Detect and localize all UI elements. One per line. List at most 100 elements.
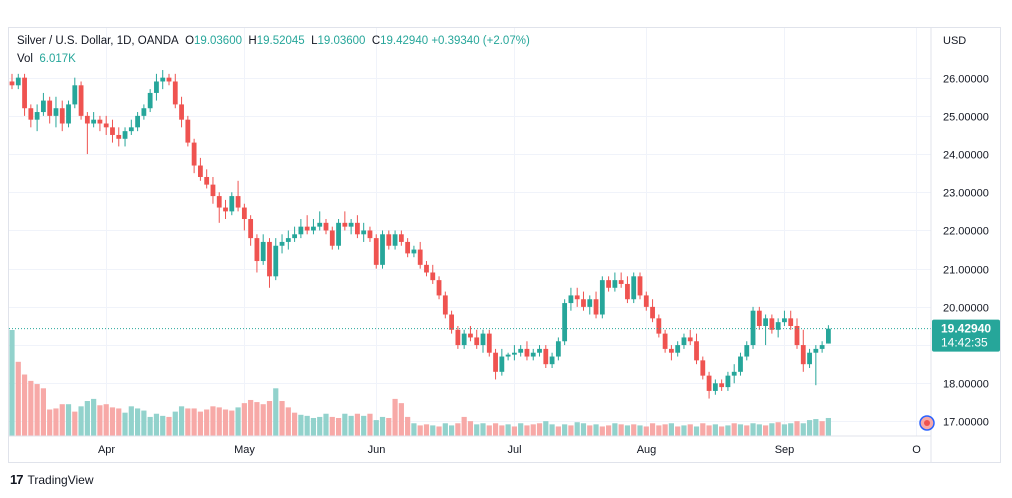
legend-close: 19.42940: [380, 35, 429, 47]
candlestick-chart[interactable]: USD 17.0000018.0000019.0000020.0000021.0…: [9, 28, 1000, 462]
volume-bar: [367, 413, 373, 436]
candle: [66, 100, 71, 128]
time-axis[interactable]: Apr May Jun Jul Aug Sep O: [98, 444, 921, 456]
volume-bar: [555, 426, 561, 436]
volume-bar: [656, 425, 662, 436]
price-tick-label: 24.00000: [943, 150, 989, 162]
candle-body: [103, 123, 109, 128]
volume-bar: [624, 425, 631, 436]
price-axis[interactable]: 17.0000018.0000019.0000020.0000021.00000…: [943, 74, 989, 429]
volume-bar: [486, 425, 492, 436]
legend-high: 19.52045: [256, 35, 305, 47]
candle: [625, 276, 630, 304]
candle-body: [631, 276, 637, 300]
candle: [424, 261, 429, 277]
volume-bar: [235, 407, 241, 436]
price-tag-bg: [932, 319, 1000, 352]
volume-bar: [819, 421, 825, 436]
candle-body: [593, 299, 599, 315]
candle-body: [336, 222, 341, 246]
volume-bar: [599, 426, 605, 436]
candle-body: [361, 230, 367, 235]
volume-bar: [197, 411, 203, 436]
price-tick-label: 23.00000: [943, 188, 989, 200]
candle: [574, 287, 580, 307]
volume-bar: [794, 421, 800, 436]
volume-bar: [317, 416, 323, 436]
candle-body: [738, 356, 743, 372]
volume-bar: [423, 424, 430, 436]
volume-bar: [84, 401, 90, 436]
candle-body: [84, 115, 90, 124]
time-tick-label: O: [912, 444, 921, 456]
candle: [116, 127, 122, 147]
currency-label: USD: [943, 35, 966, 47]
candle-body: [555, 341, 561, 357]
candle-body: [172, 81, 178, 105]
candle-body: [700, 360, 706, 376]
candle-body: [373, 238, 379, 265]
candle: [537, 345, 542, 357]
candle-body: [97, 119, 103, 124]
legend-symbol[interactable]: Silver / U.S. Dollar, 1D, OANDA: [17, 35, 179, 47]
scroll-to-realtime-icon[interactable]: [919, 415, 935, 431]
volume-bar: [172, 411, 178, 436]
candle-body: [59, 108, 65, 124]
candle-body: [53, 108, 59, 116]
volume-bar: [681, 425, 687, 436]
candle: [97, 115, 103, 132]
tradingview-wordmark: TradingView: [27, 472, 94, 487]
candle: [279, 234, 285, 254]
volume-bar: [693, 426, 700, 436]
volume-bar: [103, 404, 109, 436]
time-tick-label: May: [234, 444, 255, 456]
candle-body: [122, 131, 128, 139]
candle-body: [694, 341, 699, 361]
volume-bar: [474, 424, 480, 436]
volume-bar: [298, 414, 304, 436]
candle: [669, 345, 674, 361]
candle: [323, 219, 329, 235]
candle: [336, 219, 341, 250]
candle-body: [650, 306, 655, 319]
volume-bar: [53, 408, 59, 436]
volume-bar: [266, 401, 273, 436]
candle-body: [367, 230, 373, 239]
volume-bar: [788, 423, 794, 436]
volume-bar: [160, 415, 166, 436]
candle-body: [643, 295, 649, 307]
candle: [650, 299, 655, 323]
volume-bar: [449, 425, 455, 436]
volume-bar: [329, 416, 335, 436]
volume-bar: [386, 417, 392, 436]
volume-bar: [153, 413, 160, 436]
candle: [235, 180, 241, 212]
candle: [254, 234, 260, 273]
candle: [185, 115, 191, 147]
candle-body: [66, 104, 71, 124]
volume-bar: [254, 402, 260, 436]
candle-body: [568, 295, 574, 304]
candle-body: [493, 352, 498, 372]
candle-body: [223, 207, 228, 212]
candle-body: [285, 238, 291, 242]
volume-bar: [292, 412, 298, 436]
candle-body: [826, 328, 831, 344]
candle-body: [794, 325, 800, 346]
volume-bar: [436, 426, 442, 436]
time-tick-label: Jul: [507, 444, 521, 456]
tradingview-branding[interactable]: 17 TradingView: [10, 472, 94, 487]
candle: [662, 329, 668, 353]
volume-bar: [279, 401, 285, 436]
volume-bar: [34, 384, 40, 436]
chart-frame[interactable]: USD 17.0000018.0000019.0000020.0000021.0…: [8, 27, 1001, 463]
volume-bar: [813, 419, 819, 436]
candle: [103, 115, 109, 135]
candle-body: [562, 303, 568, 342]
volume-bar: [662, 424, 668, 436]
candle: [179, 96, 184, 128]
candle: [712, 379, 718, 395]
candle-body: [179, 104, 184, 120]
candle: [229, 192, 235, 216]
legend-vol-label[interactable]: Vol: [17, 53, 33, 65]
